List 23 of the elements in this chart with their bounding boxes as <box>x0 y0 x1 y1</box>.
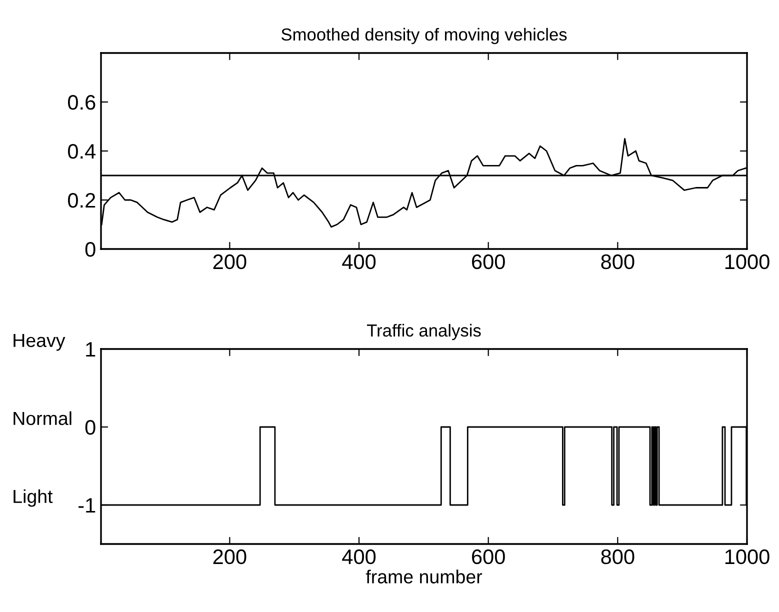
y-tick-label: 1 <box>86 342 96 357</box>
y-tick-label: 0 <box>85 420 96 435</box>
x-tick-label: 400 <box>342 549 376 564</box>
chart-title: Smoothed density of moving vehicles <box>281 28 567 44</box>
x-axis-title: frame number <box>366 570 482 584</box>
x-tick-label: 800 <box>601 549 634 564</box>
x-tick-label: 1000 <box>725 254 770 270</box>
chart-title: Traffic analysis <box>366 324 481 340</box>
x-tick-label: 600 <box>472 549 505 564</box>
x-tick-label: 1000 <box>725 549 770 564</box>
x-tick-label: 200 <box>213 549 246 564</box>
y-tick-label: 0 <box>85 242 96 257</box>
x-tick-label: 400 <box>342 254 376 270</box>
y-tick-label: 0.4 <box>68 144 96 159</box>
x-tick-label: 200 <box>213 254 246 270</box>
text: Light <box>14 489 53 507</box>
text: Heavy <box>14 334 66 351</box>
text: Normal <box>14 411 72 426</box>
y-tick-label: 0.6 <box>68 95 96 110</box>
y-tick-label: -1 <box>78 498 96 513</box>
y-tick-label: 0.2 <box>68 193 96 208</box>
x-tick-label: 600 <box>472 254 505 270</box>
x-tick-label: 800 <box>601 254 634 270</box>
